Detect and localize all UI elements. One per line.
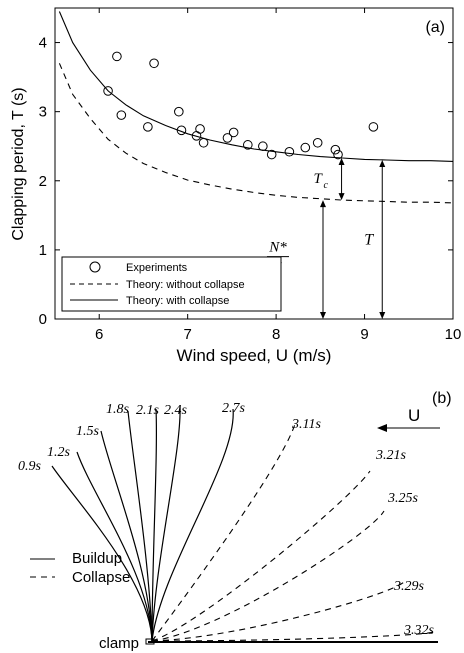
collapse-time-label: T [314, 171, 324, 187]
buildup-time-label: 0.9s [18, 459, 42, 474]
y-axis-ticks: 0 1 2 3 4 [39, 35, 453, 328]
experiment-point [258, 141, 268, 152]
collapse-shape-curve [151, 631, 435, 642]
period-annotations: TcN*fT [266, 157, 386, 319]
theory-without-collapse-curve [58, 63, 454, 204]
experiment-point [284, 146, 295, 157]
experiment-point [368, 122, 379, 132]
experiment-point [243, 140, 253, 150]
experiment-point [222, 133, 233, 143]
y-tick-label: 0 [39, 311, 47, 328]
experiment-point [228, 127, 239, 138]
panel-label-b: (b) [432, 390, 452, 407]
collapse-shape-curve [151, 423, 296, 642]
collapse-shape-curve [151, 510, 385, 642]
buildup-shape-curve [100, 430, 153, 642]
buildup-time-label: 2.4s [164, 403, 188, 418]
experiment-point [198, 137, 209, 148]
experiment-points [103, 51, 379, 160]
x-tick-label: 7 [183, 326, 191, 343]
theory-with-collapse-curve [58, 11, 454, 162]
collapse-shape-curve [151, 581, 405, 642]
flow-direction-label: U [408, 406, 420, 425]
x-tick-label: 8 [272, 326, 280, 343]
experiment-point [266, 149, 277, 160]
plate-shape-curves: 0.9s 1.2s 1.5s 1.8s 2.1s 2.4s 2.7s 3.11s 3.21s 3.… [18, 401, 435, 642]
panel-a-clapping-period-chart: 6 7 8 9 10 0 1 2 3 4 Wind speed, U (m/s) Clappin… [10, 7, 461, 365]
buildup-shape-curve [51, 465, 153, 642]
plot-area-frame [54, 7, 454, 320]
clamp-label: clamp [99, 635, 139, 652]
shape-legend: Buildup Collapse [30, 550, 130, 586]
buildup-shape-curve [76, 451, 153, 642]
legend-label-buildup: Buildup [72, 550, 122, 567]
experiment-point [143, 122, 153, 132]
collapse-time-label-b: 3.29s [393, 579, 425, 594]
legend-label-with-collapse: Theory: with collapse [126, 295, 229, 307]
collapse-time-subscript: c [324, 180, 329, 191]
x-tick-label: 10 [445, 326, 462, 343]
experiment-point [149, 58, 159, 69]
experiment-point [300, 142, 311, 153]
experiment-point [330, 144, 341, 155]
total-period-arrow [379, 160, 386, 319]
experiment-point [174, 106, 184, 117]
buildup-time-label: 1.5s [76, 424, 100, 439]
y-tick-label: 2 [39, 173, 47, 190]
legend-label-experiments: Experiments [126, 262, 188, 274]
x-tick-label: 9 [360, 326, 368, 343]
experiment-point [312, 137, 323, 148]
buildup-time-label: 1.8s [106, 402, 130, 417]
buildup-time-label: 1.2s [47, 445, 71, 460]
x-tick-label: 6 [95, 326, 103, 343]
buildup-numerator-label: N* [268, 240, 287, 256]
legend-label-without-collapse: Theory: without collapse [126, 279, 245, 291]
experiment-point [333, 149, 343, 160]
collapse-shape-curve [151, 470, 371, 642]
total-period-label: T [364, 232, 374, 249]
y-tick-label: 3 [39, 104, 47, 121]
collapse-time-arrow [338, 157, 345, 201]
legend-marker-experiments [89, 261, 101, 273]
buildup-time-label: 2.1s [136, 403, 160, 418]
collapse-time-label-b: 3.21s [375, 448, 407, 463]
y-tick-label: 1 [39, 242, 47, 259]
legend: Experiments Theory: without collapse The… [61, 256, 282, 312]
buildup-time-arrow [319, 200, 326, 319]
buildup-shape-curve [151, 408, 158, 642]
panel-b-plate-shapes: (b) U clamp 0.9s 1.2s 1.5s 1.8s 2.1s 2.4s 2.7s… [18, 390, 452, 652]
x-axis-label: Wind speed, U (m/s) [177, 346, 332, 365]
collapse-time-label-b: 3.32s [403, 623, 435, 638]
panel-label-a: (a) [425, 19, 445, 36]
legend-label-collapse: Collapse [72, 569, 130, 586]
buildup-shape-curve [151, 404, 181, 642]
y-tick-label: 4 [39, 35, 47, 52]
collapse-time-label-b: 3.11s [291, 417, 321, 432]
buildup-shape-curve [151, 408, 234, 642]
buildup-time-label: 2.7s [222, 401, 246, 416]
experiment-point [112, 51, 122, 62]
x-axis-ticks: 6 7 8 9 10 [95, 8, 461, 343]
experiment-point [116, 110, 127, 120]
experiment-point [195, 124, 205, 134]
flow-arrow [377, 424, 440, 432]
experiment-point [176, 125, 187, 136]
y-axis-label: Clapping period, T (s) [10, 87, 27, 240]
experiment-point [103, 86, 113, 96]
buildup-shape-curve [127, 410, 153, 642]
collapse-time-label-b: 3.25s [387, 491, 419, 506]
theory-curves [58, 11, 454, 204]
